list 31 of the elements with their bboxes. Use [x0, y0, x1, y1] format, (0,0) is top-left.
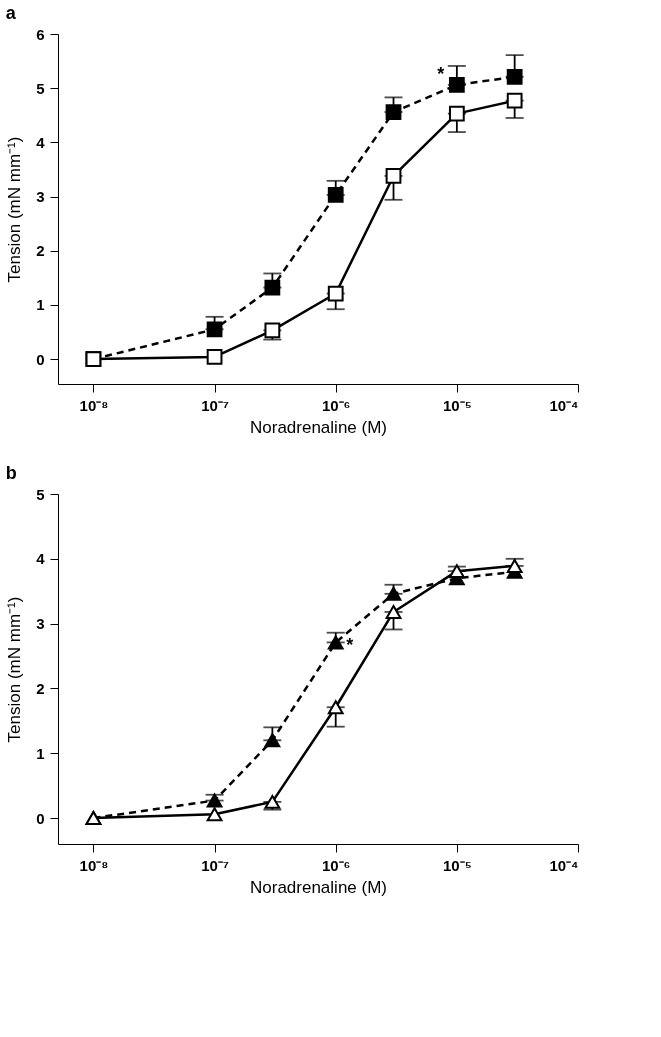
y-axis-title: Tension (mN mm⁻¹) — [5, 596, 25, 743]
y-tick-label: 0 — [36, 809, 45, 827]
y-tick-label: 6 — [36, 25, 45, 43]
annotation: * — [346, 635, 354, 656]
x-axis-title: Noradrenaline (M) — [250, 417, 387, 437]
y-tick-label: 5 — [36, 485, 45, 503]
x-tick-label: 10⁻⁵ — [442, 856, 472, 874]
x-tick-label: 10⁻⁷ — [201, 396, 230, 414]
x-tick-label: 10⁻⁶ — [321, 396, 351, 414]
y-tick-label: 2 — [36, 679, 45, 697]
x-tick-label: 10⁻⁸ — [79, 396, 109, 414]
x-tick-label: 10⁻⁴ — [549, 856, 579, 874]
y-tick-label: 3 — [36, 615, 45, 633]
annotation: * — [437, 63, 445, 84]
y-tick-label: 5 — [36, 79, 45, 97]
x-tick-label: 10⁻⁶ — [321, 856, 351, 874]
y-axis-title: Tension (mN mm⁻¹) — [5, 136, 25, 283]
y-tick-label: 4 — [36, 133, 46, 151]
x-tick-label: 10⁻⁵ — [442, 396, 472, 414]
y-tick-label: 0 — [36, 350, 45, 368]
x-tick-label: 10⁻⁸ — [79, 856, 109, 874]
y-tick-label: 2 — [36, 242, 45, 260]
y-tick-label: 1 — [36, 296, 45, 314]
x-axis-title: Noradrenaline (M) — [250, 877, 387, 897]
y-tick-label: 3 — [36, 188, 45, 206]
y-tick-label: 4 — [36, 550, 46, 568]
chart-title: b — [5, 463, 17, 483]
chart-title: a — [5, 3, 17, 23]
x-tick-label: 10⁻⁷ — [201, 856, 230, 874]
y-tick-label: 1 — [36, 744, 45, 762]
x-tick-label: 10⁻⁴ — [549, 396, 579, 414]
